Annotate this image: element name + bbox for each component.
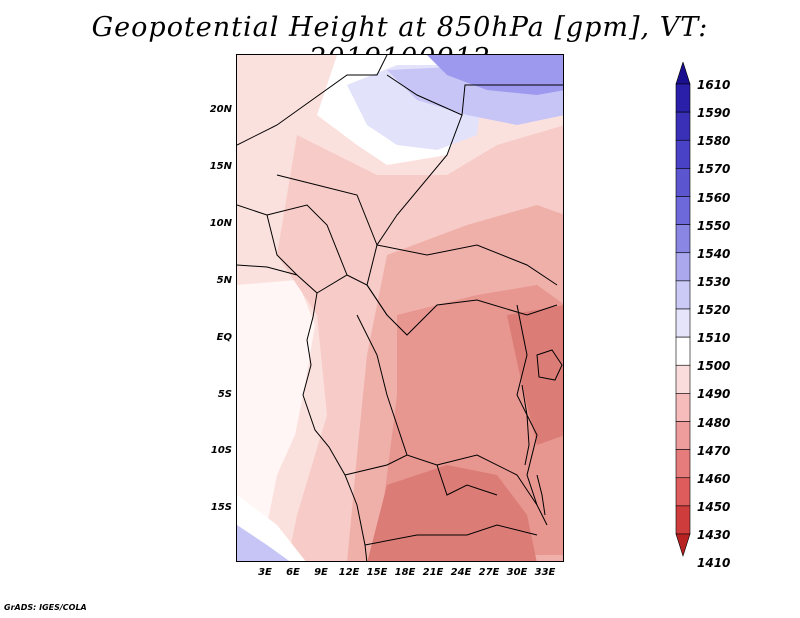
x-tick-label: 27E bbox=[478, 567, 500, 578]
y-tick-label: 10S bbox=[210, 445, 232, 456]
border-congo bbox=[356, 314, 408, 456]
x-tick-label: 30E bbox=[506, 567, 528, 578]
colorbar-segment bbox=[675, 224, 691, 254]
x-tick-label: 33E bbox=[534, 567, 556, 578]
colorbar-segment bbox=[675, 393, 691, 422]
y-tick-label: 5S bbox=[217, 389, 232, 400]
footer-credit: GrADS: IGES/COLA bbox=[4, 603, 87, 612]
colorbar-label: 1490 bbox=[697, 387, 731, 402]
colorbar-label: 1590 bbox=[697, 106, 731, 121]
border-cameroon bbox=[316, 274, 558, 336]
field-blue-sw bbox=[237, 525, 290, 561]
colorbar-label: 1410 bbox=[697, 556, 731, 571]
colorbar-segment bbox=[675, 336, 691, 366]
field-red bbox=[367, 465, 537, 561]
colorbar-label: 1550 bbox=[697, 218, 731, 233]
x-tick-label: 6E bbox=[286, 567, 300, 578]
y-tick-label: 10N bbox=[209, 218, 232, 229]
colorbar-label: 1430 bbox=[697, 528, 731, 542]
field-white-west bbox=[237, 280, 315, 535]
y-tick-label: 5N bbox=[216, 275, 232, 286]
border-north-1 bbox=[237, 55, 388, 146]
colorbar-label: 1580 bbox=[697, 134, 731, 149]
x-tick-label: 21E bbox=[422, 567, 444, 578]
colorbar-segment bbox=[675, 168, 691, 197]
y-tick-label: 20N bbox=[209, 104, 232, 115]
x-tick-label: 9E bbox=[314, 567, 328, 578]
colorbar-segment bbox=[675, 111, 691, 141]
x-tick-label: 12E bbox=[338, 567, 360, 578]
lake-tanganyika bbox=[521, 384, 530, 466]
colorbar-segment bbox=[675, 421, 691, 450]
x-tick-label: 24E bbox=[450, 567, 472, 578]
colorbar-label: 1500 bbox=[697, 359, 731, 374]
colorbar-label: 1460 bbox=[697, 471, 731, 486]
colorbar-label: 1480 bbox=[697, 415, 731, 430]
coastline-west bbox=[237, 264, 368, 561]
map-panel bbox=[236, 54, 564, 562]
y-tick-label: EQ bbox=[216, 332, 232, 343]
colorbar-label: 1530 bbox=[697, 274, 731, 289]
lake-victoria bbox=[536, 349, 563, 381]
border-zambia bbox=[436, 454, 548, 526]
map-canvas bbox=[237, 55, 563, 561]
border-car bbox=[376, 244, 558, 286]
colorbar-segment bbox=[675, 364, 691, 394]
lake-malawi bbox=[536, 474, 546, 516]
colorbar-segment bbox=[675, 449, 691, 479]
y-tick-label: 15N bbox=[209, 161, 232, 172]
border-nigeria bbox=[266, 204, 348, 276]
colorbar-segment bbox=[675, 280, 691, 310]
colorbar-label: 1560 bbox=[697, 190, 731, 205]
colorbar-label: 1510 bbox=[697, 331, 731, 346]
x-tick-label: 15E bbox=[366, 567, 388, 578]
colorbar-label: 1570 bbox=[697, 162, 731, 177]
country-borders bbox=[237, 55, 563, 561]
colorbar-segment bbox=[675, 139, 691, 169]
colorbar-label: 1540 bbox=[697, 246, 731, 261]
colorbar-segment bbox=[675, 308, 691, 338]
colorbar-label: 1520 bbox=[697, 303, 731, 317]
colorbar-segment bbox=[675, 533, 691, 557]
colorbar-label: 1470 bbox=[697, 443, 731, 458]
colorbar-label: 1450 bbox=[697, 499, 731, 514]
colorbar-segment bbox=[675, 505, 691, 535]
x-tick-label: 3E bbox=[258, 567, 272, 578]
colorbar-segment bbox=[675, 62, 691, 85]
colorbar bbox=[675, 62, 691, 557]
colorbar-segment bbox=[675, 252, 691, 282]
colorbar-segment bbox=[675, 196, 691, 225]
colorbar-label: 1610 bbox=[697, 78, 731, 92]
colorbar-segment bbox=[675, 477, 691, 507]
border-west-africa bbox=[237, 204, 298, 276]
x-tick-label: 18E bbox=[394, 567, 416, 578]
colorbar-segment bbox=[675, 83, 691, 113]
border-chad bbox=[276, 174, 378, 246]
field-red-east bbox=[507, 305, 563, 445]
border-namibia bbox=[364, 524, 538, 546]
y-tick-label: 15S bbox=[210, 502, 232, 513]
